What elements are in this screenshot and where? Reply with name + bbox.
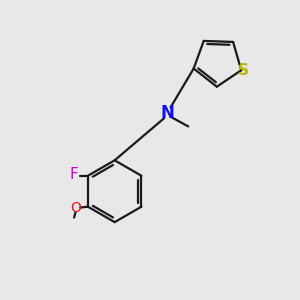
Text: O: O bbox=[70, 201, 81, 215]
Text: F: F bbox=[70, 167, 79, 182]
Text: N: N bbox=[161, 104, 175, 122]
Text: S: S bbox=[238, 63, 249, 78]
